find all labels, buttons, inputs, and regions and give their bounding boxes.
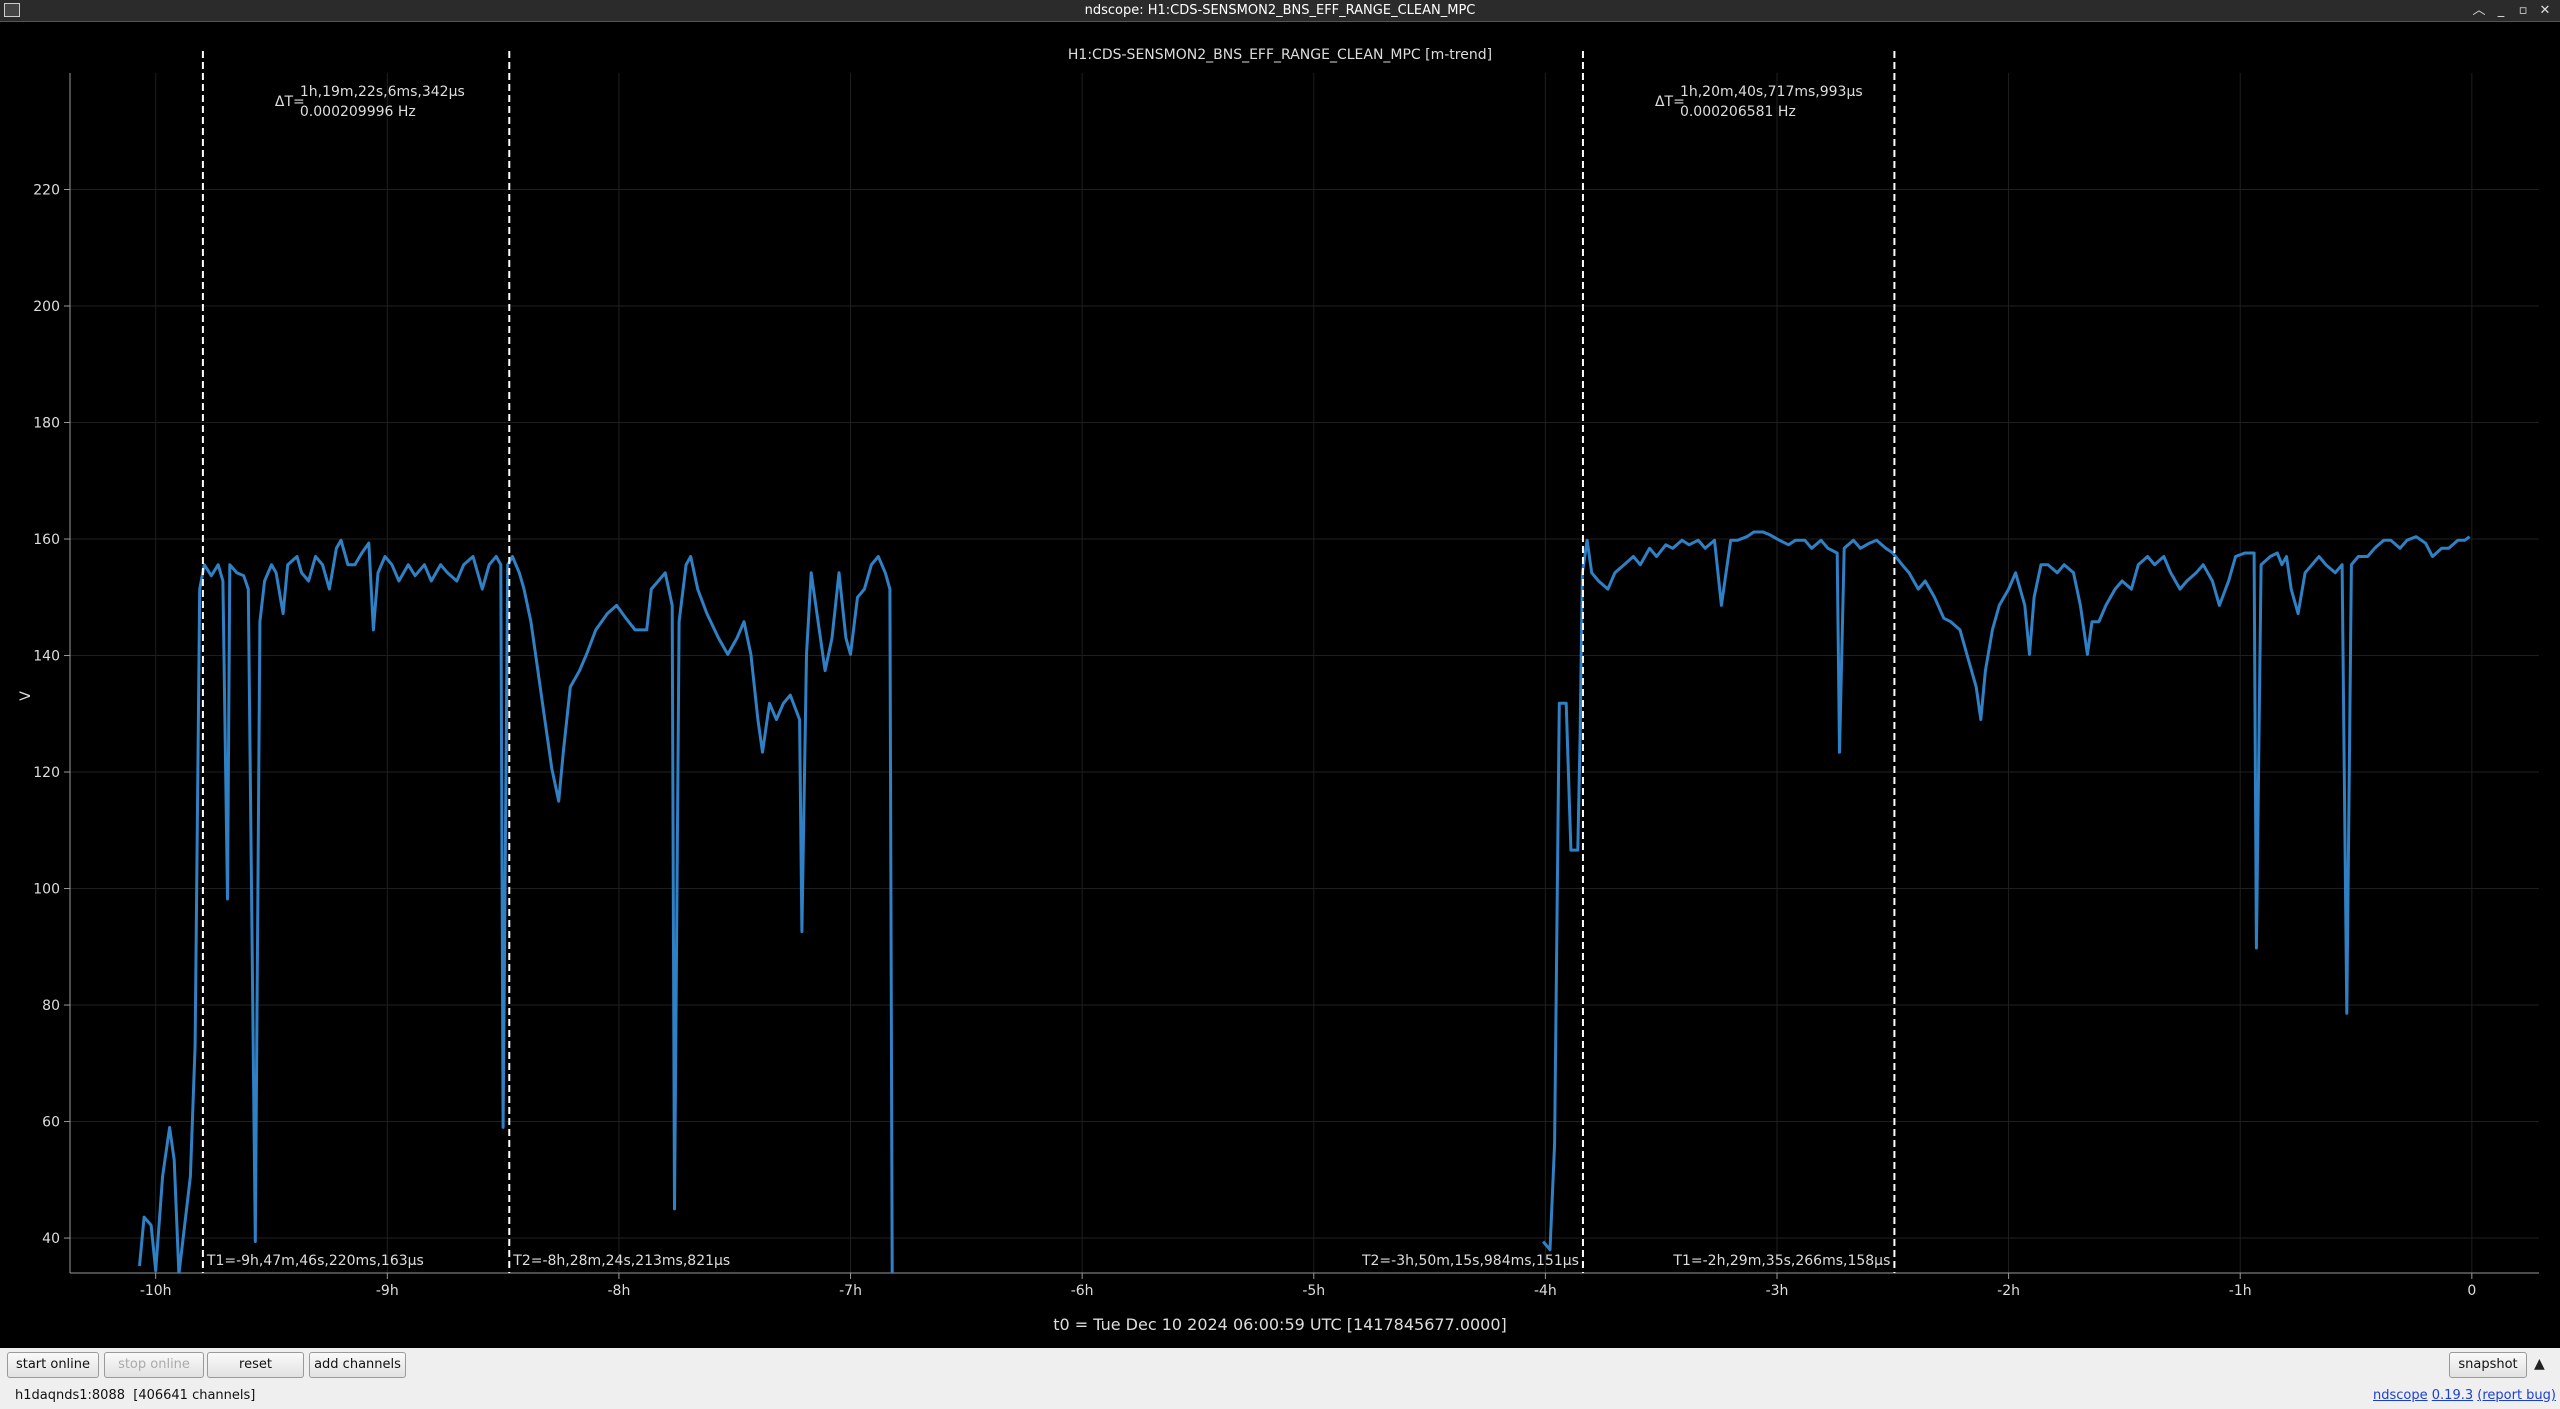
- x-tick-label: -8h: [608, 1283, 631, 1299]
- plot: H1:CDS-SENSMON2_BNS_EFF_RANGE_CLEAN_MPC …: [0, 22, 2560, 1348]
- x-tick-label: -5h: [1302, 1283, 1325, 1299]
- x-caption: t0 = Tue Dec 10 2024 06:00:59 UTC [14178…: [1053, 1315, 1507, 1334]
- y-axis-label: V: [18, 691, 34, 701]
- window-title: ndscope: H1:CDS-SENSMON2_BNS_EFF_RANGE_C…: [1084, 3, 1476, 18]
- trend-line: [138, 530, 2471, 1273]
- x-tick-label: -9h: [376, 1283, 399, 1299]
- y-tick-label: 80: [42, 998, 60, 1014]
- toolbar-expand[interactable]: ▲: [2534, 1356, 2545, 1372]
- delta-duration: 1h,20m,40s,717ms,993μs: [1680, 84, 1863, 100]
- server-info: h1daqnds1:8088 [406641 channels]: [15, 1388, 256, 1403]
- version-link[interactable]: 0.19.3: [2431, 1388, 2474, 1403]
- y-tick-label: 40: [42, 1231, 60, 1247]
- status-bar: h1daqnds1:8088 [406641 channels] ndscope…: [0, 1382, 2560, 1409]
- y-tick-label: 220: [33, 183, 60, 199]
- x-tick-label: -7h: [839, 1283, 862, 1299]
- x-tick-label: 0: [2467, 1283, 2476, 1299]
- delta-duration: 1h,19m,22s,6ms,342μs: [300, 84, 465, 100]
- title-bar: ndscope: H1:CDS-SENSMON2_BNS_EFF_RANGE_C…: [0, 0, 2560, 22]
- cursor-label: T2=-3h,50m,15s,984ms,151μs: [1361, 1253, 1579, 1269]
- delta-frequency: 0.000209996 Hz: [300, 104, 416, 120]
- plot-background: [0, 22, 2560, 1348]
- delta-label: ΔT=: [275, 94, 305, 110]
- y-tick-label: 120: [33, 765, 60, 781]
- plot-title: H1:CDS-SENSMON2_BNS_EFF_RANGE_CLEAN_MPC …: [1068, 47, 1492, 63]
- y-tick-label: 180: [33, 416, 60, 432]
- report-bug-link[interactable]: (report bug): [2477, 1388, 2556, 1403]
- toolbar-button[interactable]: start online: [7, 1352, 99, 1378]
- y-tick-label: 60: [42, 1115, 60, 1131]
- cursor-label: T1=-2h,29m,35s,266ms,158μs: [1672, 1253, 1890, 1269]
- window-shade[interactable]: ︿: [2472, 3, 2486, 18]
- y-tick-label: 200: [33, 299, 60, 315]
- x-tick-label: -6h: [1071, 1283, 1094, 1299]
- x-tick-label: -4h: [1534, 1283, 1557, 1299]
- x-tick-label: -10h: [140, 1283, 172, 1299]
- x-tick-label: -3h: [1766, 1283, 1789, 1299]
- x-tick-label: -1h: [2229, 1283, 2252, 1299]
- window-minimize[interactable]: _: [2497, 3, 2505, 18]
- toolbar-button[interactable]: reset: [207, 1352, 304, 1378]
- toolbar-button: stop online: [104, 1352, 204, 1378]
- y-tick-label: 100: [33, 882, 60, 898]
- y-tick-label: 140: [33, 649, 60, 665]
- toolbar-button[interactable]: add channels: [309, 1352, 406, 1378]
- window-close[interactable]: ✕: [2539, 3, 2551, 18]
- delta-frequency: 0.000206581 Hz: [1680, 104, 1796, 120]
- app-link[interactable]: ndscope: [2373, 1388, 2428, 1403]
- x-tick-label: -2h: [1997, 1283, 2020, 1299]
- cursor-label: T2=-8h,28m,24s,213ms,821μs: [512, 1253, 730, 1269]
- toolbar: start online stop online reset add channels…: [0, 1348, 2560, 1382]
- delta-label: ΔT=: [1655, 94, 1685, 110]
- cursor-label: T1=-9h,47m,46s,220ms,163μs: [206, 1253, 424, 1269]
- snapshot-button[interactable]: snapshot: [2449, 1352, 2527, 1378]
- window-icon[interactable]: [4, 3, 20, 17]
- y-tick-label: 160: [33, 532, 60, 548]
- window-maximize[interactable]: ▫: [2518, 3, 2528, 18]
